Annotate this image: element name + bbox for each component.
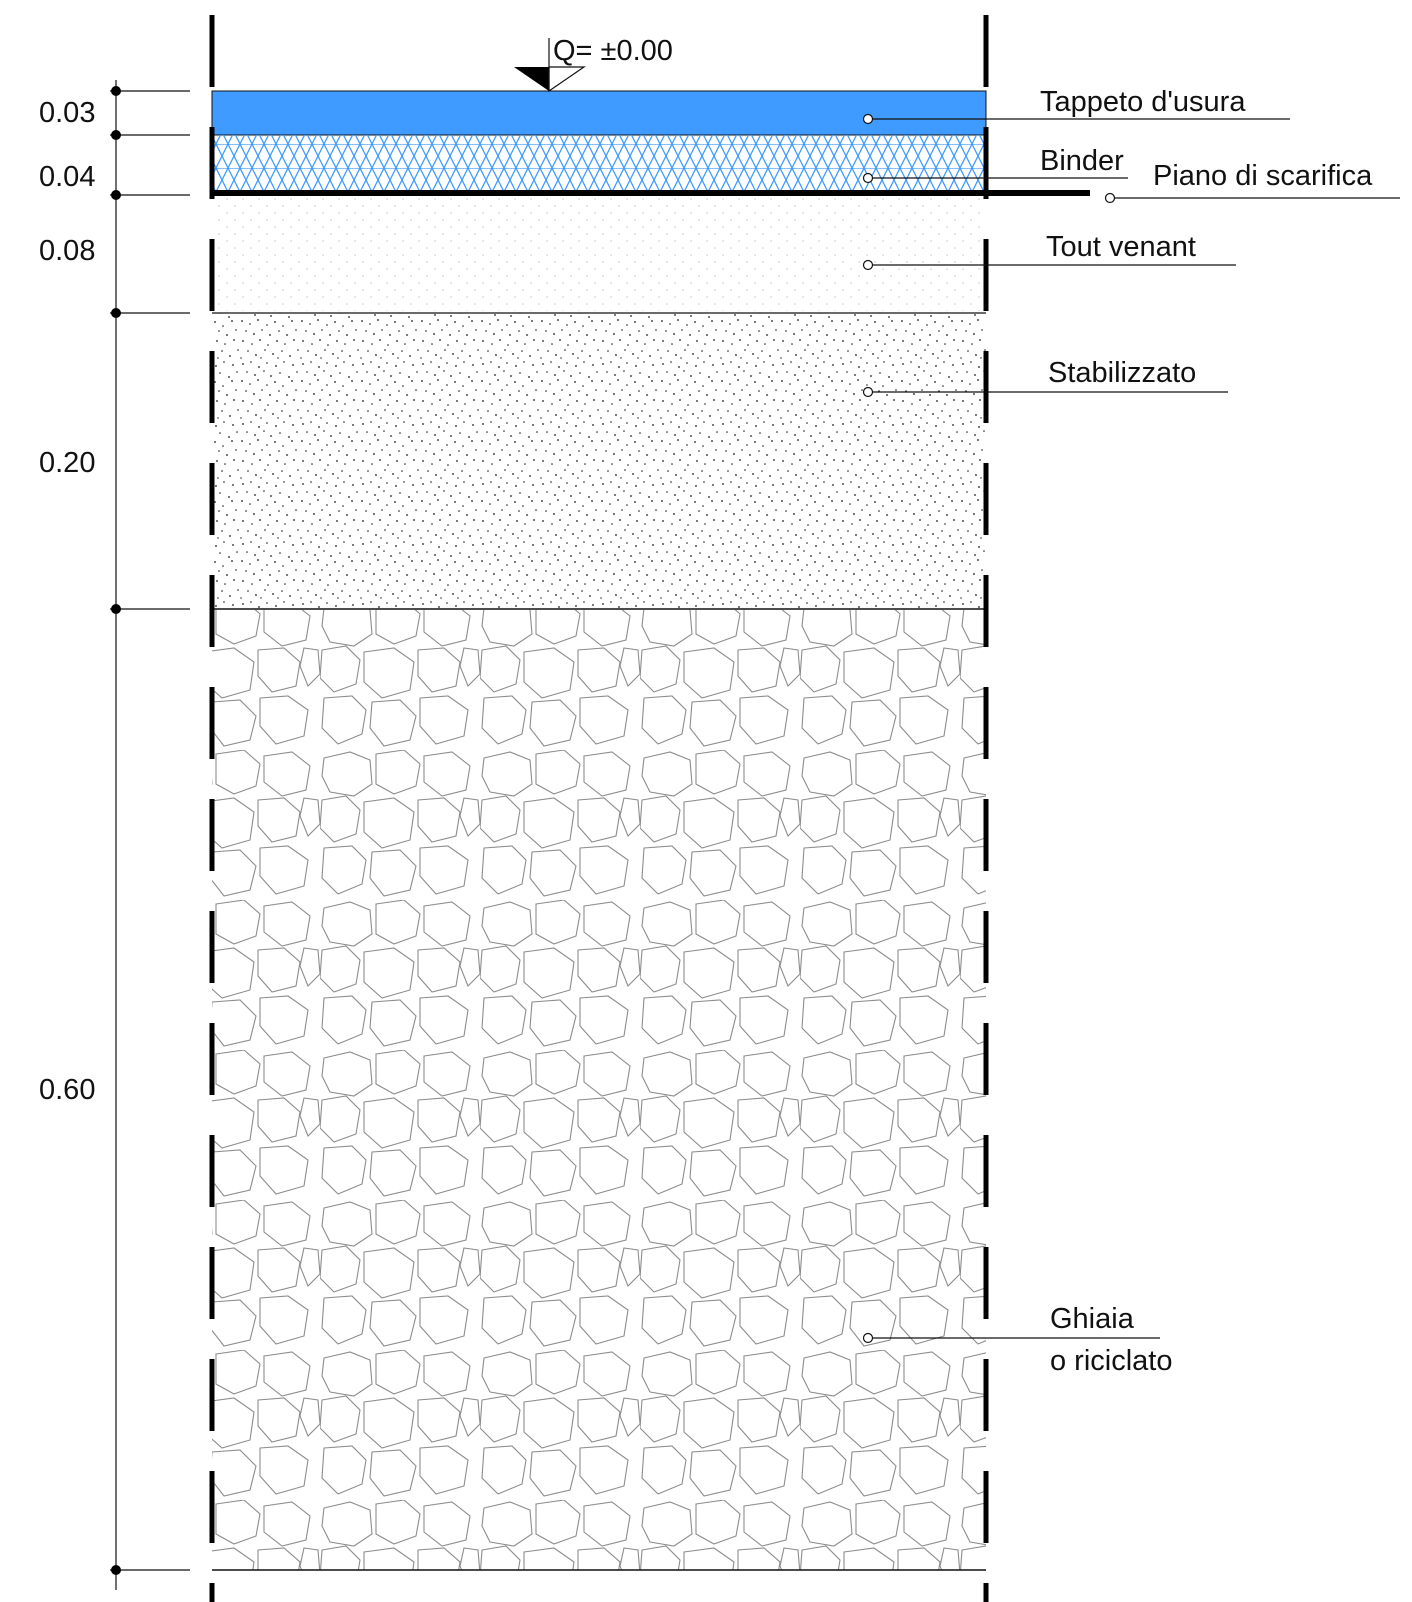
- label-tout-venant: Tout venant: [1046, 231, 1196, 263]
- layer-tappeto: [211, 90, 987, 136]
- layer-ghiaia: [212, 610, 986, 1570]
- label-tappeto: Tappeto d'usura: [1040, 86, 1246, 118]
- elevation-label: Q= ±0.00: [553, 35, 673, 67]
- dim-0-03: 0.03: [39, 97, 95, 129]
- layer-binder: [212, 135, 986, 192]
- label-ghiaia-2: o riciclato: [1050, 1345, 1173, 1377]
- dim-0-20: 0.20: [39, 447, 95, 479]
- layer-stabilizzato: [212, 313, 986, 609]
- dim-0-60: 0.60: [39, 1074, 95, 1106]
- elevation-marker: Q= ±0.00: [514, 35, 673, 93]
- dimension-chain: [110, 80, 190, 1590]
- dim-0-04: 0.04: [39, 161, 95, 193]
- label-stabilizzato: Stabilizzato: [1048, 357, 1196, 389]
- dim-0-08: 0.08: [39, 235, 95, 267]
- label-ghiaia-1: Ghiaia: [1050, 1303, 1135, 1335]
- label-binder: Binder: [1040, 145, 1124, 177]
- label-scarifica: Piano di scarifica: [1153, 160, 1373, 192]
- layer-tout-venant: [212, 197, 986, 311]
